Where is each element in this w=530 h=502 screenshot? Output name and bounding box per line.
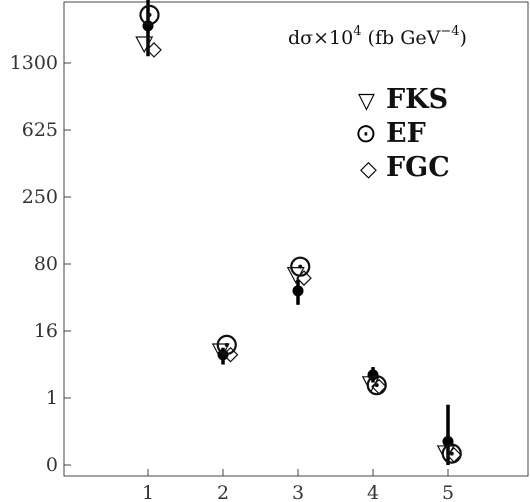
x-axis-ticks: 1 2 3 4 5: [142, 469, 454, 502]
x-tick-label: 5: [442, 482, 454, 502]
ef-marker-dot: [147, 12, 152, 17]
fgc-marker: [222, 346, 239, 363]
fks-marker: [135, 36, 154, 54]
x-tick-label: 2: [217, 482, 229, 502]
ef-marker: [139, 4, 160, 25]
ef-marker-ring: [441, 443, 462, 464]
legend-label-fgc: FGC: [386, 152, 450, 183]
fgc-marker: [146, 42, 162, 58]
legend: ▽ FKS ⊙ EF ◇ FGC: [355, 84, 450, 183]
ef-marker-ring: [366, 375, 387, 396]
triangle-down-icon: ▽: [358, 89, 375, 114]
plot-border: [63, 1, 529, 477]
plot-frame: [63, 1, 529, 477]
x-tick-label: 3: [292, 482, 304, 502]
ef-marker: [216, 334, 237, 356]
y-tick-label: 1300: [10, 52, 58, 74]
y-axis-ticks: 0 1 16 80 250 625 1300: [10, 52, 71, 476]
ef-marker-dot: [224, 342, 229, 347]
ef-marker-dot: [298, 264, 303, 269]
x-tick-label: 4: [367, 482, 379, 502]
ef-marker-dot: [449, 451, 454, 456]
diamond-icon: ◇: [360, 157, 377, 182]
y-tick-label: 0: [46, 454, 58, 476]
y-tick-label: 16: [34, 320, 58, 342]
legend-item-fks: ▽ FKS: [358, 84, 448, 115]
y-tick-label: 250: [22, 186, 58, 208]
x-tick-label: 1: [142, 482, 154, 502]
data-points: [135, 0, 462, 465]
circled-dot-icon: ⊙: [355, 119, 377, 149]
ef-marker-ring: [216, 334, 237, 356]
fks-marker: [211, 343, 230, 361]
y-tick-label: 80: [34, 253, 58, 275]
legend-label-fks: FKS: [386, 84, 448, 115]
fgc-marker: [446, 447, 462, 463]
legend-label-ef: EF: [386, 118, 426, 149]
legend-item-ef: ⊙ EF: [355, 118, 426, 149]
y-tick-label: 625: [22, 119, 58, 141]
legend-item-fgc: ◇ FGC: [360, 152, 450, 183]
y-tick-label: 1: [46, 387, 58, 409]
chart-title: dσ×104 (fb GeV−4): [288, 24, 467, 49]
fgc-marker: [296, 270, 312, 286]
ef-marker: [366, 375, 387, 396]
fgc-marker: [371, 378, 387, 395]
ef-marker-dot: [374, 383, 379, 388]
ef-marker-ring: [139, 4, 160, 25]
ef-marker: [441, 443, 462, 464]
measured-point: [292, 285, 304, 297]
